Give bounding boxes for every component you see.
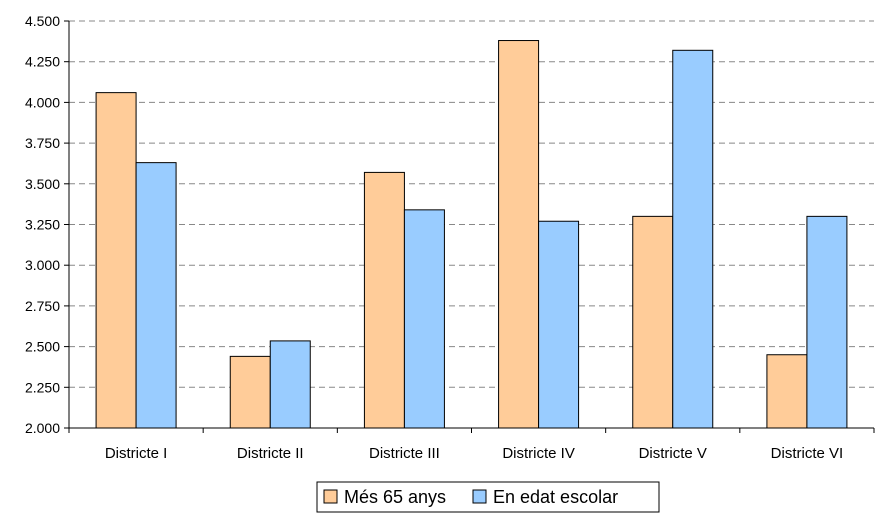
x-category-label: Districte VI — [771, 445, 844, 462]
bar-en-edat-escolar — [403, 209, 445, 429]
legend-box — [316, 481, 660, 513]
y-tick-label: 2.750 — [25, 298, 60, 314]
x-category-label: Districte II — [237, 445, 304, 462]
y-tick-label: 4.500 — [25, 13, 60, 29]
bars — [95, 40, 848, 429]
y-tick-label: 3.250 — [25, 217, 60, 233]
bar-en-edat-escolar — [135, 162, 177, 429]
legend-swatch — [323, 489, 338, 504]
y-tick-label: 3.500 — [25, 176, 60, 192]
axes — [68, 21, 875, 433]
y-tick-label: 2.250 — [25, 379, 60, 395]
bar-mes-65-anys — [229, 355, 271, 429]
y-tick-label: 4.250 — [25, 54, 60, 70]
legend: Més 65 anys En edat escolar — [316, 481, 660, 513]
gridlines — [69, 20, 874, 388]
bar-mes-65-anys — [632, 215, 674, 429]
bar-mes-65-anys — [766, 354, 808, 429]
y-tick-label: 4.000 — [25, 94, 60, 110]
y-tick-label: 2.500 — [25, 339, 60, 355]
x-category-label: Districte III — [369, 445, 440, 462]
x-category-label: Districte IV — [502, 445, 575, 462]
y-tick-label: 2.000 — [25, 420, 60, 436]
legend-label: Més 65 anys — [344, 487, 446, 507]
x-category-label: Districte V — [639, 445, 707, 462]
x-axis-labels: Districte I Districte II Districte III Dist… — [105, 445, 843, 462]
legend-label: En edat escolar — [493, 487, 618, 507]
y-tick-label: 3.000 — [25, 257, 60, 273]
bar-mes-65-anys — [95, 92, 137, 429]
legend-swatch — [472, 489, 487, 504]
x-category-label: Districte I — [105, 445, 168, 462]
bar-en-edat-escolar — [269, 340, 311, 429]
bar-mes-65-anys — [498, 40, 540, 429]
bar-en-edat-escolar — [672, 49, 714, 429]
bar-en-edat-escolar — [538, 220, 580, 429]
bar-mes-65-anys — [363, 171, 405, 429]
bar-en-edat-escolar — [806, 215, 848, 429]
y-tick-label: 3.750 — [25, 135, 60, 151]
y-axis-ticks: 2.000 2.250 2.500 2.750 3.000 3.250 3.500 3.750… — [25, 13, 69, 436]
